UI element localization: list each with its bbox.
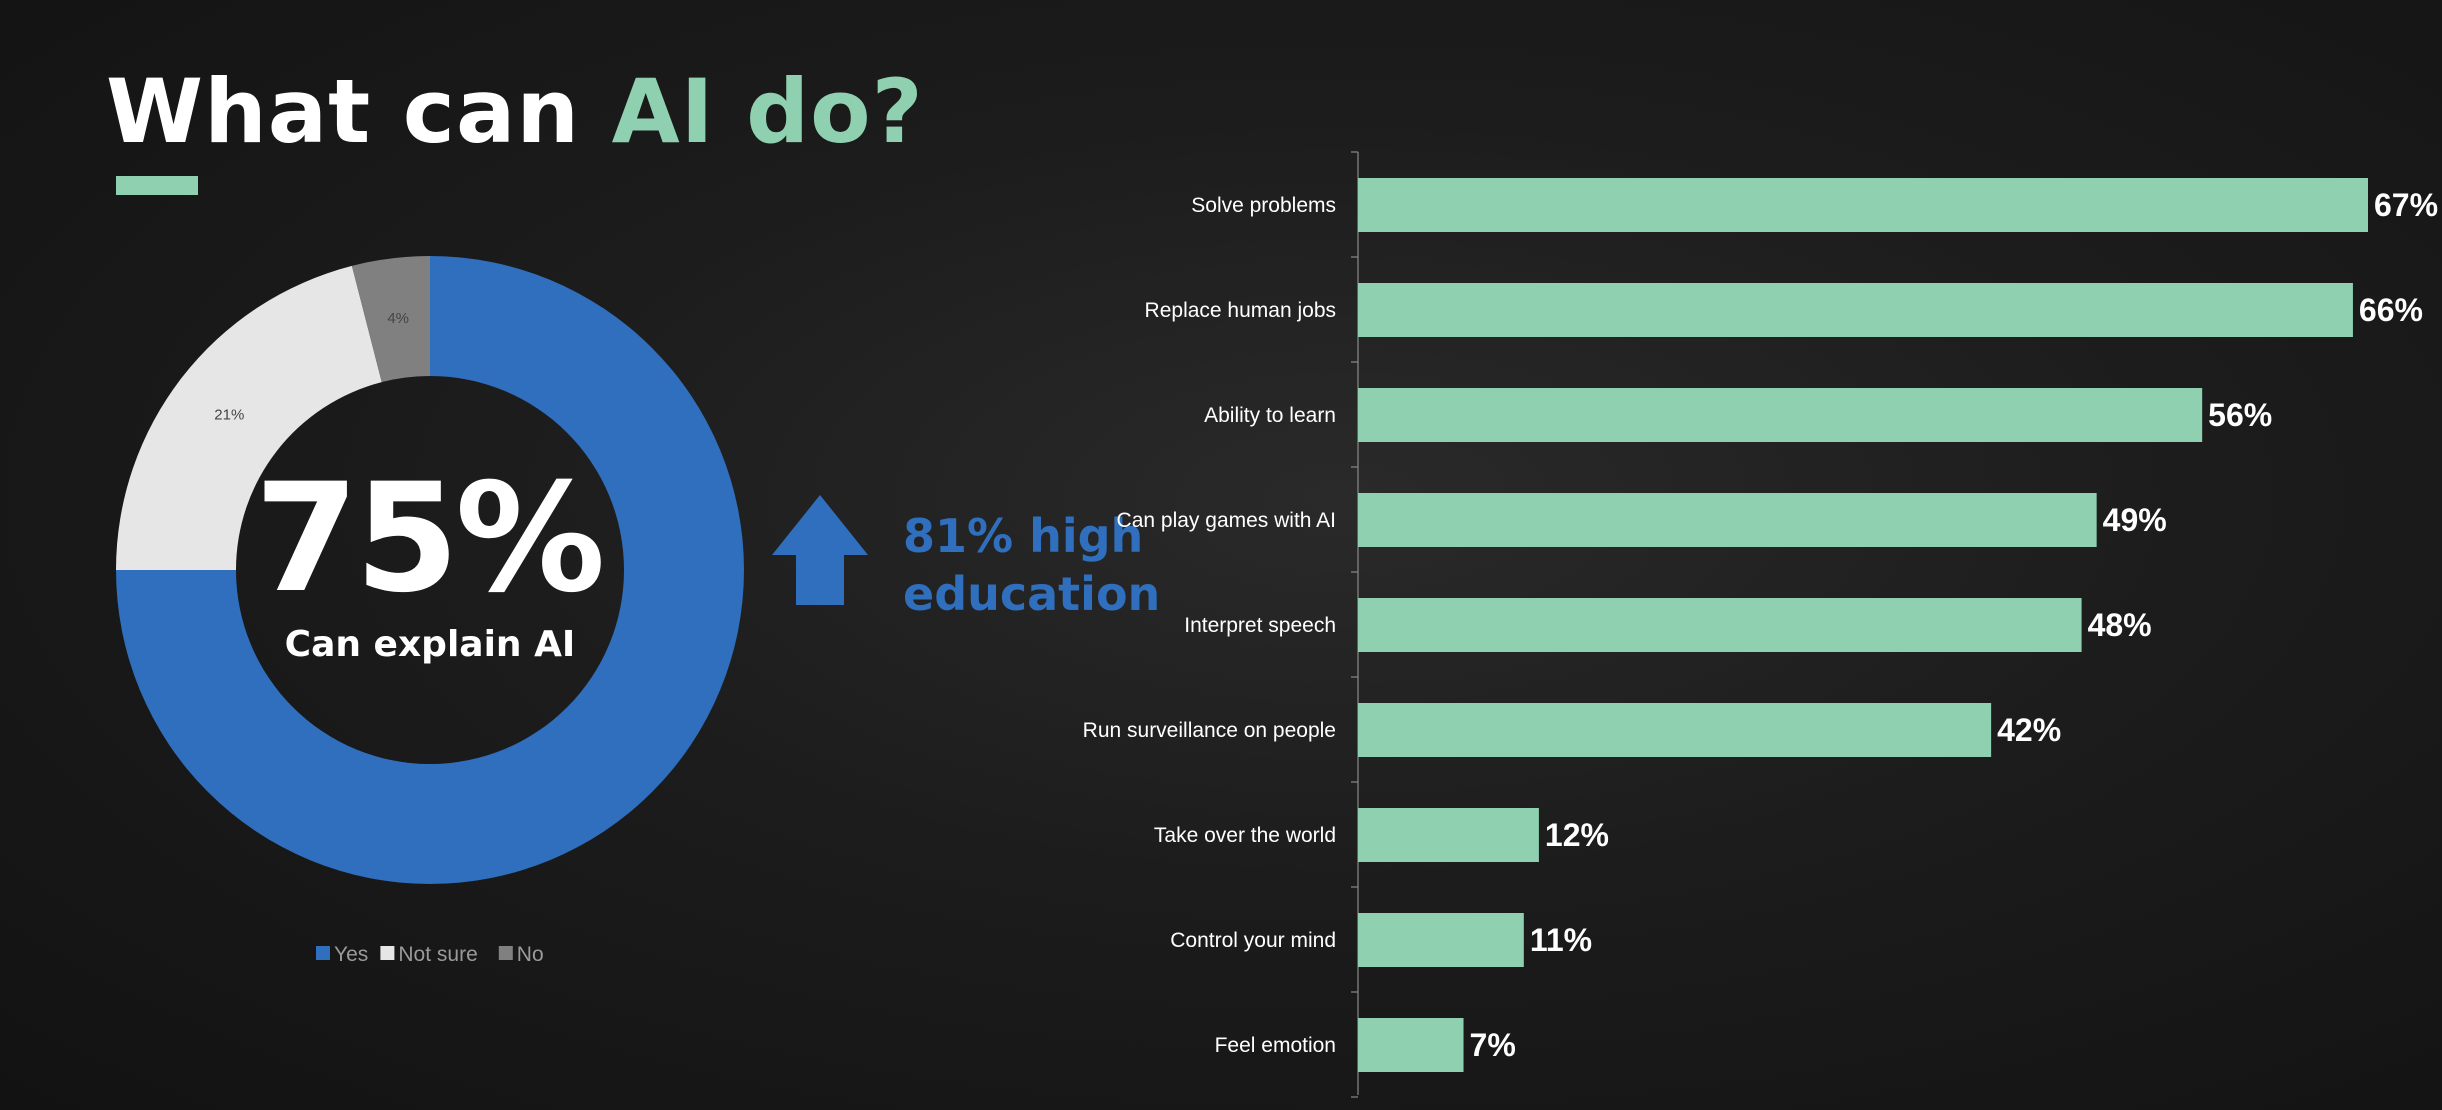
bar-category-label-run-surveillance-on-people: Run surveillance on people — [1083, 719, 1336, 742]
bar-value-label-feel-emotion: 7% — [1470, 1027, 1516, 1063]
legend-label-no: No — [517, 943, 544, 966]
title-accent: AI do? — [611, 60, 924, 163]
donut-chart: 21% 4% — [116, 256, 744, 884]
bar-category-label-ability-to-learn: Ability to learn — [1204, 404, 1336, 427]
callout: 81% high education — [772, 495, 1160, 621]
bar-value-label-run-surveillance-on-people: 42% — [1997, 712, 2061, 748]
arrow-up-icon — [772, 495, 868, 605]
bar-value-label-control-your-mind: 11% — [1530, 922, 1592, 958]
bar-control-your-mind — [1358, 913, 1524, 967]
title-underline — [116, 176, 198, 195]
bar-category-label-control-your-mind: Control your mind — [1170, 929, 1336, 952]
bar-category-label-take-over-the-world: Take over the world — [1154, 824, 1336, 847]
bar-category-label-solve-problems: Solve problems — [1191, 194, 1336, 217]
bar-feel-emotion — [1358, 1018, 1464, 1072]
bar-solve-problems — [1358, 178, 2368, 232]
bar-category-label-feel-emotion: Feel emotion — [1215, 1034, 1336, 1057]
legend-swatch-yes — [316, 946, 330, 960]
bar-take-over-the-world — [1358, 808, 1539, 862]
bar-value-label-ability-to-learn: 56% — [2208, 397, 2272, 433]
bar-value-label-interpret-speech: 48% — [2088, 607, 2152, 643]
donut-legend: Yes Not sure No — [316, 943, 544, 966]
bar-interpret-speech — [1358, 598, 2082, 652]
page-title: What can AI do? — [106, 52, 924, 172]
bar-replace-human-jobs — [1358, 283, 2353, 337]
callout-line-2: education — [903, 567, 1160, 621]
title-prefix: What can — [106, 60, 612, 163]
bar-value-label-replace-human-jobs: 66% — [2359, 292, 2423, 328]
bar-ability-to-learn — [1358, 388, 2203, 442]
legend-label-not-sure: Not sure — [398, 943, 477, 966]
donut-center-value: 75% — [254, 452, 601, 626]
callout-line-1: 81% high — [903, 509, 1143, 563]
legend-swatch-not-sure — [380, 946, 395, 960]
donut-slice-label-not-sure: 21% — [214, 406, 244, 423]
bar-category-label-can-play-games-with-ai: Can play games with AI — [1117, 509, 1336, 532]
bar-run-surveillance-on-people — [1358, 703, 1992, 757]
donut-center-caption: Can explain AI — [285, 624, 576, 665]
bar-category-label-interpret-speech: Interpret speech — [1184, 614, 1336, 637]
donut-slice-no — [351, 256, 430, 383]
bar-category-label-replace-human-jobs: Replace human jobs — [1145, 299, 1336, 322]
bar-value-label-take-over-the-world: 12% — [1545, 817, 1609, 853]
bar-value-label-can-play-games-with-ai: 49% — [2103, 502, 2167, 538]
bar-can-play-games-with-ai — [1358, 493, 2097, 547]
legend-label-yes: Yes — [334, 943, 368, 966]
bar-value-label-solve-problems: 67% — [2374, 187, 2438, 223]
bar-chart: Solve problems 67% Replace human jobs 66% Ab… — [1083, 151, 2438, 1098]
donut-slice-label-no: 4% — [387, 310, 409, 327]
legend-swatch-no — [498, 946, 513, 960]
donut-slice-not-sure — [116, 265, 382, 570]
donut-slice-yes — [116, 256, 744, 884]
